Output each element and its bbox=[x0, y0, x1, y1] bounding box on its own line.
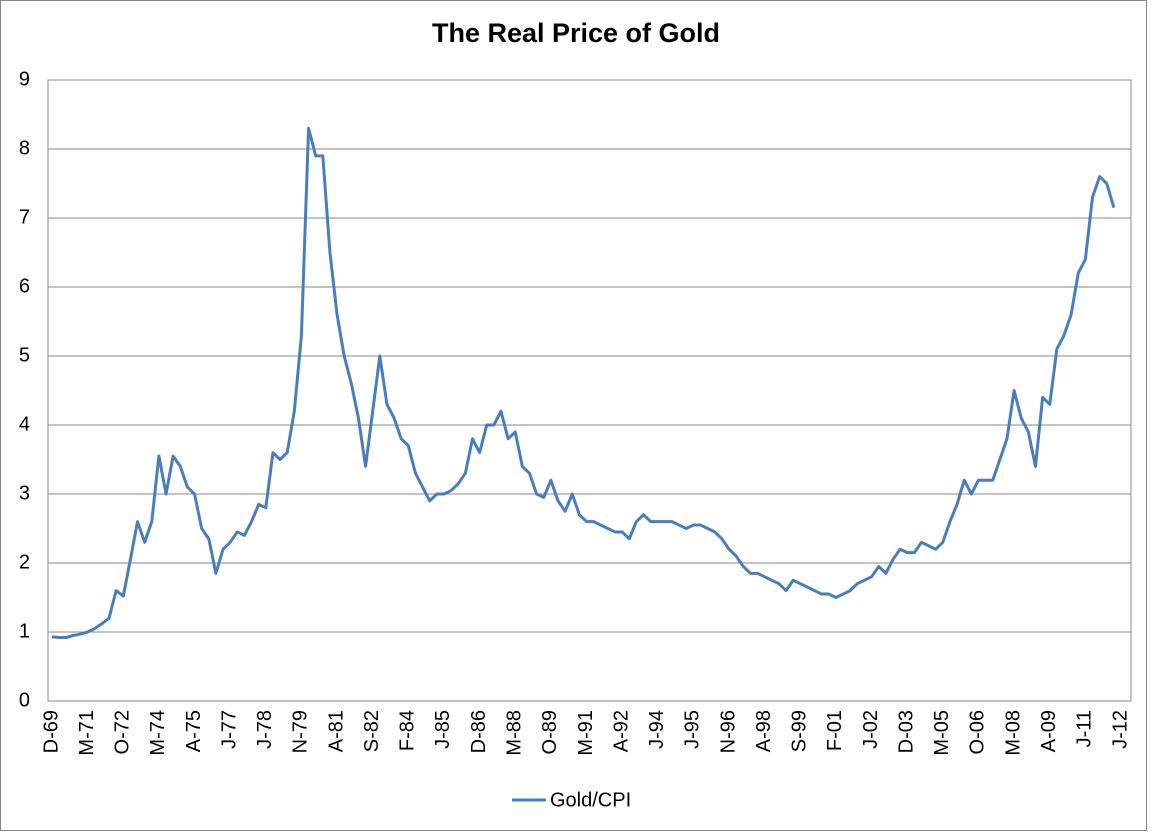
x-tick-label: J-78 bbox=[254, 710, 276, 749]
x-tick-label: A-75 bbox=[183, 710, 205, 752]
x-tick-label: J-02 bbox=[860, 710, 882, 749]
x-tick-label: D-69 bbox=[40, 710, 62, 753]
x-tick-label: D-86 bbox=[468, 710, 490, 753]
y-tick-label: 1 bbox=[19, 620, 30, 642]
x-tick-label: J-85 bbox=[432, 710, 454, 749]
y-tick-label: 4 bbox=[19, 413, 30, 435]
x-tick-label: O-72 bbox=[112, 710, 134, 754]
data-line bbox=[51, 126, 1116, 640]
x-tick-label: A-92 bbox=[610, 710, 632, 752]
chart-title: The Real Price of Gold bbox=[432, 18, 720, 48]
x-tick-label: M-71 bbox=[76, 710, 98, 756]
x-tick-label: M-08 bbox=[1002, 710, 1024, 756]
y-tick-label: 3 bbox=[19, 482, 30, 504]
x-tick-label: J-77 bbox=[218, 710, 240, 749]
x-tick-label: M-05 bbox=[931, 710, 953, 756]
x-tick-label: S-82 bbox=[361, 710, 383, 752]
legend-label: Gold/CPI bbox=[550, 789, 631, 811]
x-tick-label: O-89 bbox=[539, 710, 561, 754]
x-tick-label: M-88 bbox=[504, 710, 526, 756]
x-tick-label: A-81 bbox=[325, 710, 347, 752]
x-tick-label: J-12 bbox=[1109, 710, 1131, 749]
y-tick-label: 8 bbox=[19, 137, 30, 159]
x-tick-label: J-95 bbox=[682, 710, 704, 749]
y-tick-label: 7 bbox=[19, 206, 30, 228]
x-tick-label: N-96 bbox=[717, 710, 739, 753]
x-tick-label: O-06 bbox=[967, 710, 989, 754]
x-tick-label: A-09 bbox=[1038, 710, 1060, 752]
x-tick-label: A-98 bbox=[753, 710, 775, 752]
x-tick-label: M-74 bbox=[147, 710, 169, 756]
x-tick-label: N-79 bbox=[290, 710, 312, 753]
x-tick-label: D-03 bbox=[895, 710, 917, 753]
x-tick-label: S-99 bbox=[789, 710, 811, 752]
y-tick-label: 9 bbox=[19, 68, 30, 90]
x-tick-label: J-94 bbox=[646, 710, 668, 749]
y-tick-label: 2 bbox=[19, 551, 30, 573]
x-tick-label: M-91 bbox=[575, 710, 597, 756]
x-tick-label: F-84 bbox=[397, 710, 419, 751]
x-tick-label: J-11 bbox=[1074, 710, 1096, 747]
y-tick-label: 5 bbox=[19, 344, 30, 366]
y-tick-label: 6 bbox=[19, 275, 30, 297]
x-tick-label: F-01 bbox=[824, 710, 846, 751]
y-tick-label: 0 bbox=[19, 689, 30, 711]
